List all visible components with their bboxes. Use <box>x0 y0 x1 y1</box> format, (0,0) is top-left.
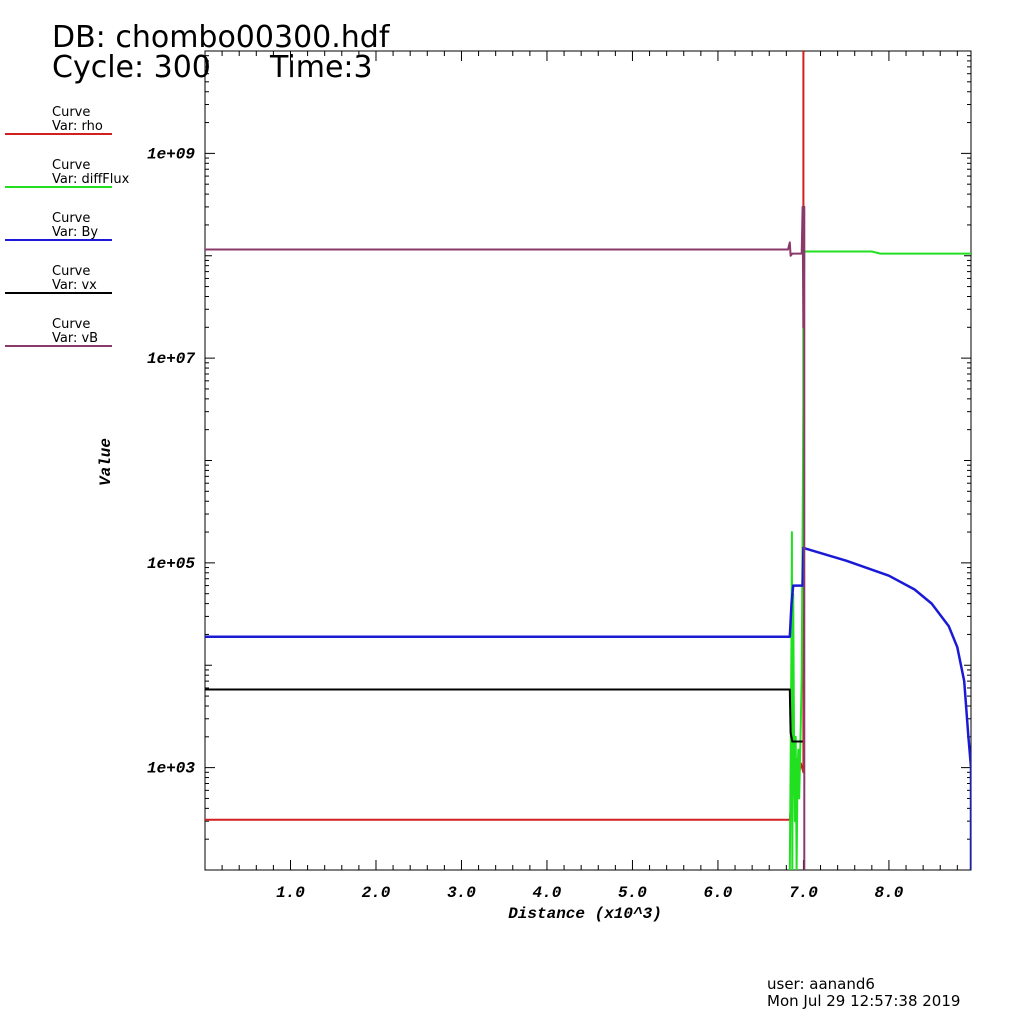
x-tick-label: 5.0 <box>618 884 647 902</box>
cycle-time-line: Cycle: 300 Time:3 <box>52 50 373 85</box>
y-tick-label: 1e+07 <box>147 350 195 368</box>
plot-frame <box>204 50 972 871</box>
x-tick-label: 2.0 <box>362 884 391 902</box>
y-tick-label: 1e+03 <box>147 760 195 778</box>
series-line-By <box>205 546 971 870</box>
legend-swatch <box>5 239 112 241</box>
legend-entry-var: Var: vx <box>52 278 97 293</box>
database-title: DB: chombo00300.hdf <box>52 20 390 55</box>
legend-entry-var: Var: By <box>52 225 99 240</box>
legend-entry-title: Curve <box>52 211 91 226</box>
legend-entry-var: Var: vB <box>52 331 99 346</box>
x-axis-title: Distance (x10^3) <box>508 905 662 923</box>
timestamp-label: Mon Jul 29 12:57:38 2019 <box>767 992 961 1010</box>
x-tick-label: 7.0 <box>789 884 818 902</box>
legend-entry-title: Curve <box>52 317 91 332</box>
legend-entry-title: Curve <box>52 264 91 279</box>
legend-entry-title: Curve <box>52 105 91 120</box>
user-label: user: aanand6 <box>767 975 875 993</box>
series-line-vB <box>205 205 806 870</box>
x-tick-label: 8.0 <box>875 884 904 902</box>
time-label: Time:3 <box>270 50 373 85</box>
y-tick-label: 1e+05 <box>147 555 195 573</box>
x-tick-label: 6.0 <box>704 884 733 902</box>
legend-entry: Curve Var: By <box>0 212 140 256</box>
legend-entry: Curve Var: diffFlux <box>0 159 140 203</box>
legend-entry-var: Var: rho <box>52 119 103 134</box>
series-line-rho <box>205 51 806 821</box>
series-line-diffFlux <box>788 250 971 870</box>
y-axis-title: Value <box>97 438 115 486</box>
x-tick-label: 3.0 <box>447 884 476 902</box>
legend-swatch <box>5 186 112 188</box>
legend-entry-title: Curve <box>52 158 91 173</box>
legend-entry: Curve Var: rho <box>0 106 140 150</box>
legend-swatch <box>5 292 112 294</box>
x-tick-label: 1.0 <box>276 884 305 902</box>
x-tick-label: 4.0 <box>533 884 562 902</box>
legend-swatch <box>5 133 112 135</box>
legend-swatch <box>5 345 112 347</box>
y-tick-label: 1e+09 <box>147 145 195 163</box>
legend-entry-var: Var: diffFlux <box>52 172 130 187</box>
legend-entry: Curve Var: vx <box>0 265 140 309</box>
legend-entry: Curve Var: vB <box>0 318 140 362</box>
series-line-vx <box>205 688 803 743</box>
cycle-label: Cycle: 300 <box>52 50 211 85</box>
